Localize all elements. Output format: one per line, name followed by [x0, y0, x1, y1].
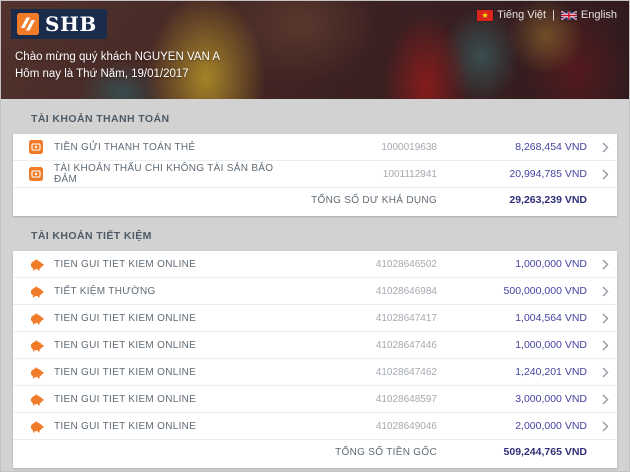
chevron-right-icon[interactable] — [587, 393, 609, 405]
account-row[interactable]: TIEN GUI TIET KIEM ONLINE 41028647462 1,24… — [13, 359, 617, 386]
account-number: 41028648597 — [375, 393, 437, 405]
section-title: TÀI KHOẢN THANH TOÁN — [31, 113, 170, 125]
language-english[interactable]: English — [560, 9, 617, 21]
accounts-main: TÀI KHOẢN THANH TOÁN TIỀN GỬI THANH TOÁN… — [1, 99, 629, 468]
account-number: 41028647462 — [375, 366, 437, 378]
account-name: TIEN GUI TIET KIEM ONLINE — [54, 366, 197, 378]
account-row[interactable]: TIEN GUI TIET KIEM ONLINE 41028647417 1,00… — [13, 305, 617, 332]
account-number: 1001112941 — [382, 168, 437, 180]
chevron-right-icon[interactable] — [587, 141, 609, 153]
account-name: TIEN GUI TIET KIEM ONLINE — [54, 420, 197, 432]
account-balance: 1,000,000 VND — [515, 339, 587, 351]
account-card: TIỀN GỬI THANH TOÁN THẺ 1000019638 8,268,4… — [13, 134, 617, 216]
account-balance: 1,240,201 VND — [515, 366, 587, 378]
language-english-label: English — [580, 9, 617, 21]
account-name: TIEN GUI TIET KIEM ONLINE — [54, 312, 197, 324]
account-name: TIEN GUI TIET KIEM ONLINE — [54, 258, 197, 270]
total-row: TỔNG SỐ DƯ KHẢ DỤNG 29,263,239 VND — [13, 188, 617, 212]
language-separator: | — [552, 9, 555, 21]
account-name: TIẾT KIỆM THƯỜNG — [54, 285, 156, 297]
chevron-right-icon[interactable] — [587, 258, 609, 270]
total-label: TỔNG SỐ DƯ KHẢ DỤNG — [311, 194, 437, 206]
chevron-right-icon[interactable] — [587, 339, 609, 351]
date-line: Hôm nay là Thứ Năm, 19/01/2017 — [15, 68, 189, 80]
account-card: TIEN GUI TIET KIEM ONLINE 41028646502 1,00… — [13, 251, 617, 468]
account-number: 41028646984 — [375, 285, 437, 297]
welcome-message: Chào mừng quý khách NGUYEN VAN A Hôm nay… — [15, 49, 220, 83]
total-label: TỔNG SỐ TIỀN GỐC — [335, 446, 437, 458]
account-row[interactable]: TIEN GUI TIET KIEM ONLINE 41028647446 1,00… — [13, 332, 617, 359]
account-balance: 500,000,000 VND — [503, 285, 587, 297]
account-name: TIEN GUI TIET KIEM ONLINE — [54, 339, 197, 351]
account-name: TÀI KHOẢN THẤU CHI KHÔNG TÀI SẢN BẢO ĐẢM — [54, 163, 274, 185]
account-number: 1000019638 — [381, 141, 437, 153]
total-amount: 29,263,239 VND — [509, 194, 587, 206]
piggy-bank-icon — [29, 311, 44, 326]
account-balance: 1,000,000 VND — [515, 258, 587, 270]
language-vietnamese[interactable]: ★ Tiếng Việt — [477, 9, 546, 21]
language-switcher: ★ Tiếng Việt | English — [477, 9, 617, 21]
account-balance: 2,000,000 VND — [515, 420, 587, 432]
piggy-bank-icon — [29, 257, 44, 272]
chevron-right-icon[interactable] — [587, 168, 609, 180]
uk-flag-icon — [560, 10, 578, 21]
account-balance: 3,000,000 VND — [515, 393, 587, 405]
piggy-bank-icon — [29, 365, 44, 380]
card-icon — [29, 167, 44, 182]
section-title: TÀI KHOẢN TIẾT KIỆM — [31, 230, 152, 242]
total-row: TỔNG SỐ TIỀN GỐC 509,244,765 VND — [13, 440, 617, 464]
vietnam-flag-icon: ★ — [477, 9, 494, 21]
account-row[interactable]: TÀI KHOẢN THẤU CHI KHÔNG TÀI SẢN BẢO ĐẢM… — [13, 161, 617, 188]
piggy-bank-icon — [29, 284, 44, 299]
account-number: 41028646502 — [375, 258, 437, 270]
language-vietnamese-label: Tiếng Việt — [497, 9, 547, 21]
account-number: 41028647417 — [375, 312, 437, 324]
chevron-right-icon[interactable] — [587, 312, 609, 324]
shb-logo[interactable]: SHB — [11, 9, 107, 39]
card-icon — [29, 140, 44, 155]
account-row[interactable]: TIỀN GỬI THANH TOÁN THẺ 1000019638 8,268,4… — [13, 134, 617, 161]
account-row[interactable]: TIEN GUI TIET KIEM ONLINE 41028649046 2,00… — [13, 413, 617, 440]
greeting-line: Chào mừng quý khách NGUYEN VAN A — [15, 51, 220, 63]
account-balance: 1,004,564 VND — [515, 312, 587, 324]
shb-logo-text: SHB — [45, 12, 97, 36]
piggy-bank-icon — [29, 338, 44, 353]
account-row[interactable]: TIEN GUI TIET KIEM ONLINE 41028648597 3,00… — [13, 386, 617, 413]
total-amount: 509,244,765 VND — [503, 446, 587, 458]
account-row[interactable]: TIEN GUI TIET KIEM ONLINE 41028646502 1,00… — [13, 251, 617, 278]
chevron-right-icon[interactable] — [587, 420, 609, 432]
account-balance: 8,268,454 VND — [515, 141, 587, 153]
chevron-right-icon[interactable] — [587, 366, 609, 378]
account-number: 41028649046 — [375, 420, 437, 432]
account-number: 41028647446 — [375, 339, 437, 351]
hero-banner: SHB ★ Tiếng Việt | English — [1, 1, 629, 99]
account-name: TIEN GUI TIET KIEM ONLINE — [54, 393, 197, 405]
shb-logo-icon — [17, 13, 39, 35]
account-name: TIỀN GỬI THANH TOÁN THẺ — [54, 141, 196, 153]
piggy-bank-icon — [29, 419, 44, 434]
chevron-right-icon[interactable] — [587, 285, 609, 297]
account-balance: 20,994,785 VND — [509, 168, 587, 180]
account-row[interactable]: TIẾT KIỆM THƯỜNG 41028646984 500,000,000 V… — [13, 278, 617, 305]
piggy-bank-icon — [29, 392, 44, 407]
